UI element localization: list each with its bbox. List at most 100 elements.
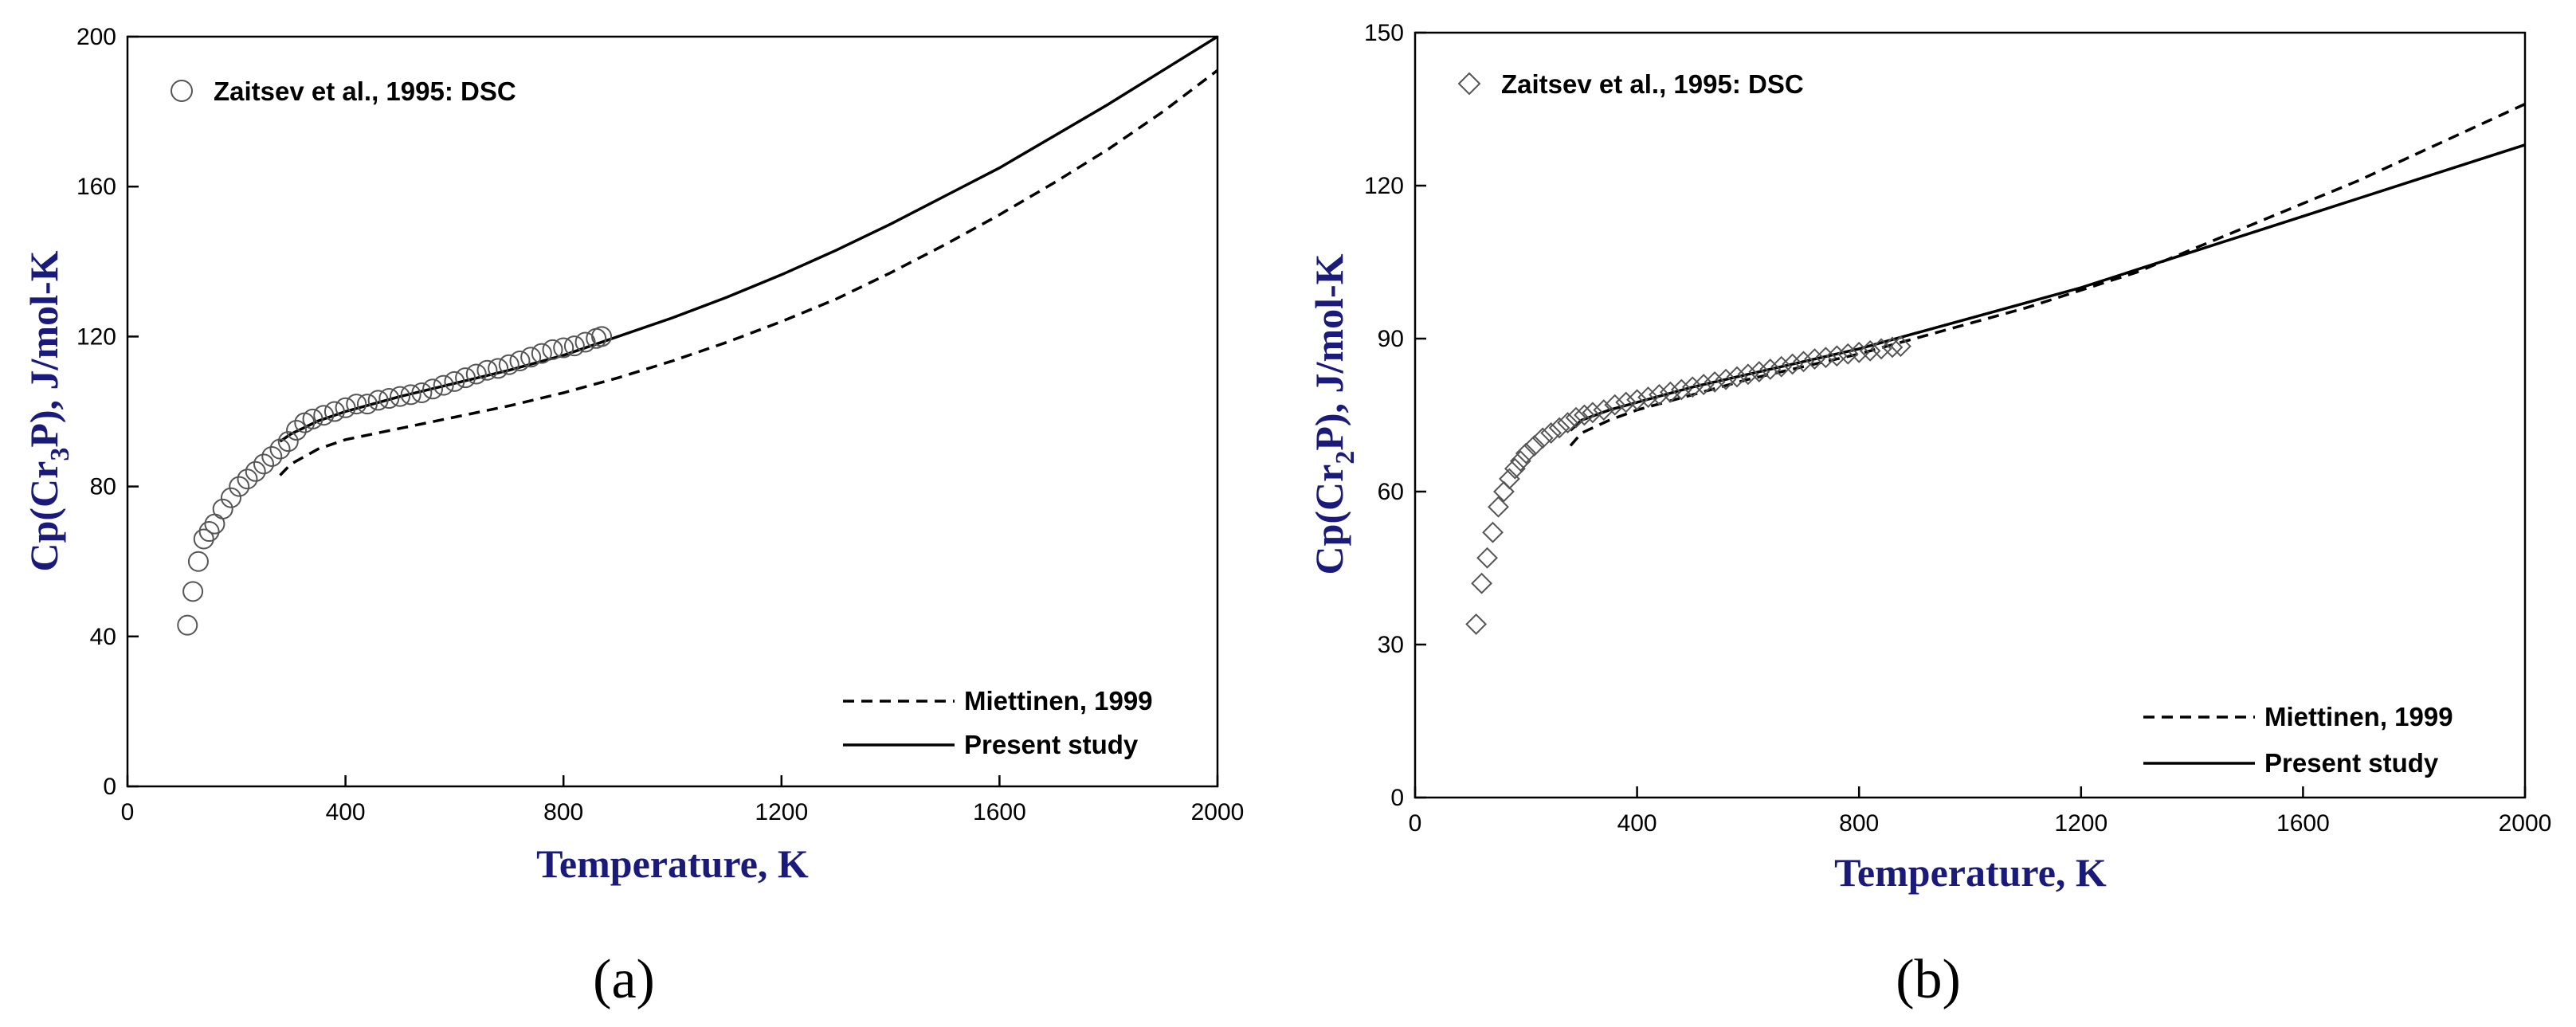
data-point xyxy=(193,528,214,550)
data-point xyxy=(367,390,389,411)
panel-label-b: (b) xyxy=(1896,949,1961,1010)
data-point xyxy=(1509,450,1531,472)
legend-label-zaitsev: Zaitsev et al., 1995: DSC xyxy=(214,76,516,106)
data-point xyxy=(563,335,585,357)
y-tick-label: 160 xyxy=(76,174,116,200)
data-point xyxy=(422,378,444,400)
legend-label-present-study: Present study xyxy=(964,730,1139,759)
legend-label-miettinen: Miettinen, 1999 xyxy=(2264,702,2453,731)
x-tick-label: 400 xyxy=(1617,810,1657,837)
x-axis-title-b: Temperature, K xyxy=(1834,850,2107,895)
chart-panel-b: 0 400 800 1200 1600 2000 0 30 60 90 120 150 Zaitsev… xyxy=(1307,20,2551,1010)
data-point xyxy=(1565,406,1587,429)
data-point xyxy=(1814,347,1837,369)
data-point xyxy=(1540,421,1562,444)
data-point xyxy=(1825,345,1848,367)
data-point xyxy=(1574,404,1595,426)
data-point xyxy=(531,343,552,364)
y-axis-title-b: Cp(Cr2P), J/mol-K xyxy=(1307,253,1360,574)
data-point xyxy=(1715,368,1737,390)
data-point xyxy=(1890,335,1911,358)
y-axis-title-a: Cp(Cr3P), J/mol-K xyxy=(22,250,75,571)
data-point xyxy=(1726,366,1748,388)
data-point xyxy=(277,431,299,453)
data-point xyxy=(1482,521,1504,543)
y-tick-label: 80 xyxy=(90,474,116,500)
data-point xyxy=(198,521,220,543)
data-point xyxy=(286,420,308,441)
data-point xyxy=(509,350,531,371)
x-tick-label: 0 xyxy=(1409,810,1422,837)
data-point xyxy=(302,408,323,429)
data-point xyxy=(253,453,274,475)
data-point xyxy=(1704,370,1726,393)
data-point xyxy=(1748,361,1770,383)
data-point xyxy=(1488,496,1509,518)
x-tick-label: 0 xyxy=(121,799,135,825)
data-point xyxy=(1557,412,1578,434)
data-point xyxy=(346,394,367,415)
data-point xyxy=(465,363,487,385)
data-point xyxy=(476,359,498,381)
data-point xyxy=(1770,355,1793,378)
x-tick-label: 1200 xyxy=(755,799,808,825)
data-point xyxy=(313,405,335,426)
x-tick-label: 1200 xyxy=(2054,810,2107,837)
data-point xyxy=(261,445,283,467)
data-point xyxy=(1582,402,1604,424)
data-point xyxy=(1659,381,1681,403)
data-point xyxy=(1637,386,1659,409)
data-point xyxy=(433,374,454,396)
data-point xyxy=(1881,336,1904,359)
data-point xyxy=(1523,434,1546,457)
x-tick-label: 2000 xyxy=(2499,810,2552,837)
data-point xyxy=(1670,378,1692,401)
data-point xyxy=(1759,358,1782,380)
plot-frame-a xyxy=(126,35,1219,788)
data-point xyxy=(553,337,574,359)
data-point xyxy=(591,326,613,347)
x-tick-label: 1600 xyxy=(973,799,1026,825)
data-point xyxy=(390,386,410,407)
data-point xyxy=(542,339,563,360)
data-point xyxy=(1681,376,1704,398)
x-tick-label: 800 xyxy=(1839,810,1879,837)
data-point xyxy=(455,367,476,389)
data-point xyxy=(323,401,345,422)
y-tick-label: 120 xyxy=(1364,173,1404,199)
data-point xyxy=(378,388,400,410)
y-tick-label: 90 xyxy=(1378,326,1404,352)
data-point xyxy=(1593,399,1615,421)
data-point xyxy=(220,487,241,508)
data-point xyxy=(1531,427,1554,449)
data-point xyxy=(520,347,542,368)
data-point xyxy=(400,384,421,406)
data-point xyxy=(237,468,258,490)
data-point xyxy=(1782,353,1804,375)
data-point xyxy=(1471,572,1492,594)
legend-marker-zaitsev xyxy=(1457,72,1481,96)
data-point xyxy=(1504,457,1526,480)
data-point xyxy=(1692,374,1715,396)
data-point xyxy=(229,476,250,497)
data-point xyxy=(335,397,356,418)
data-point xyxy=(1837,343,1859,365)
data-point xyxy=(269,438,291,460)
data-point xyxy=(1848,341,1870,363)
panel-label-a: (a) xyxy=(593,949,655,1010)
data-point xyxy=(1649,383,1670,406)
x-axis-title-a: Temperature, K xyxy=(536,841,809,886)
data-point xyxy=(1515,442,1537,465)
y-tick-label: 40 xyxy=(90,624,116,650)
data-point xyxy=(488,358,509,379)
x-tick-label: 400 xyxy=(326,799,366,825)
y-tick-label: 0 xyxy=(103,774,116,800)
data-point xyxy=(498,354,520,375)
data-point xyxy=(411,382,433,403)
data-point xyxy=(1626,389,1649,411)
data-point xyxy=(1476,547,1498,569)
y-tick-label: 0 xyxy=(1390,785,1404,811)
data-point xyxy=(1548,417,1570,439)
data-point xyxy=(1804,348,1825,370)
data-point xyxy=(1615,391,1637,414)
